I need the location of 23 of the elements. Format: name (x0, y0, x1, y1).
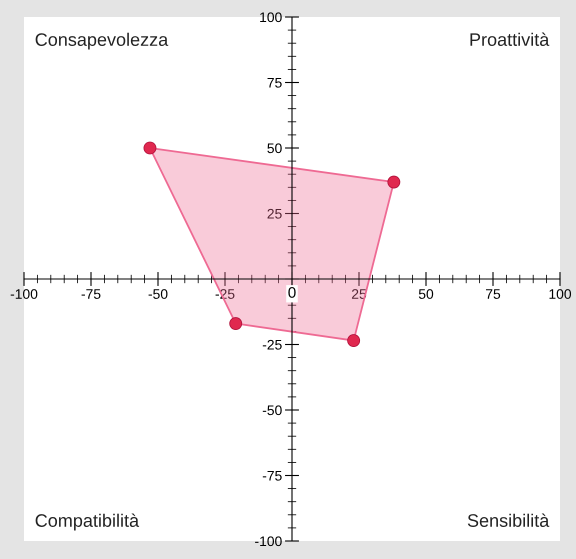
x-tick-label: -75 (82, 289, 100, 299)
y-tick-label: 100 (260, 12, 282, 22)
x-tick-label: 100 (549, 289, 572, 299)
y-tick-label: 25 (268, 208, 282, 219)
y-tick-label: 75 (268, 78, 282, 88)
y-tick-label: -75 (262, 470, 282, 481)
point (347, 334, 360, 348)
y-tick-label: -50 (262, 405, 282, 416)
annotation: Consapevolezza (36, 32, 168, 50)
x-tick-label: -100 (10, 289, 38, 299)
point (229, 317, 242, 330)
annotation: Sensibilità (468, 513, 550, 527)
y-tick-label: -100 (255, 536, 282, 546)
annotation: Compatibilità (36, 513, 140, 531)
y-tick-label: -25 (262, 340, 282, 350)
annotation: Proattività (470, 32, 550, 46)
x-tick-label: 50 (418, 289, 434, 299)
x-tick-label: 0 (288, 287, 296, 298)
point (144, 142, 156, 154)
x-tick-label: 75 (486, 289, 500, 299)
y-tick-label: 50 (267, 143, 282, 154)
x-tick-label: -50 (148, 289, 168, 299)
point (387, 176, 400, 188)
